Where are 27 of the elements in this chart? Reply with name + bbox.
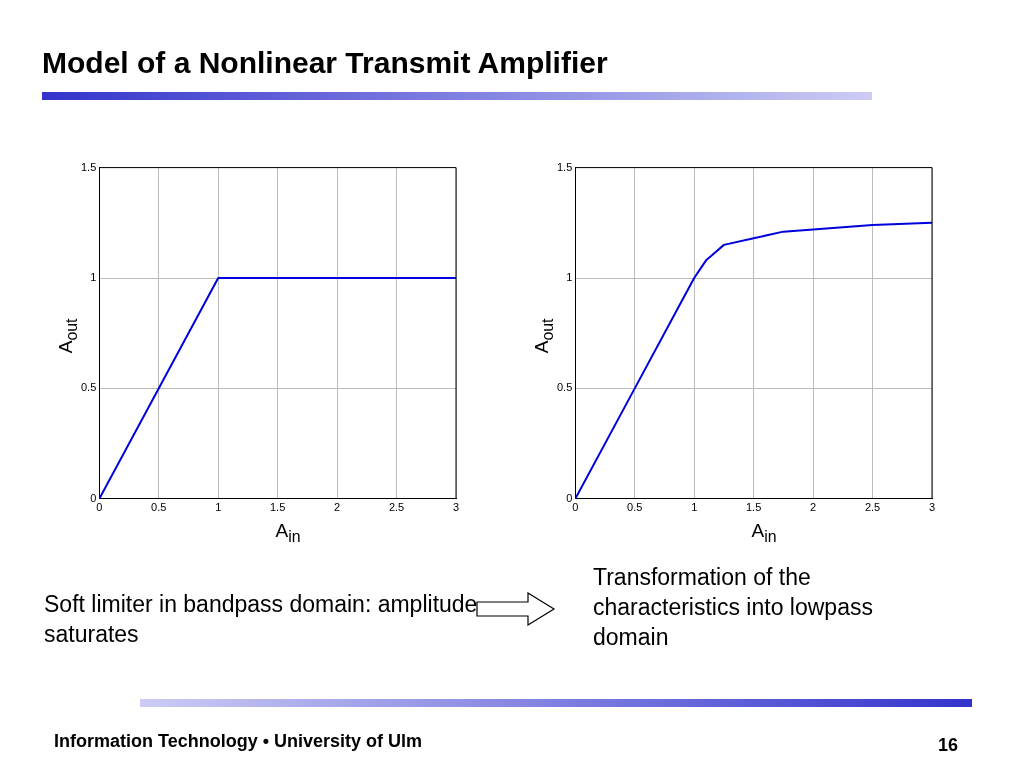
x-tick-label: 1 (215, 501, 222, 514)
text: Soft limiter in bandpass domain: amplitude saturates (44, 590, 479, 649)
text: Transformation of the characteristics into lowpass domain (593, 563, 874, 652)
y-tick-label: 0 (566, 491, 573, 504)
x-tick-label: 2.5 (388, 501, 405, 514)
y-tick-label: 0.5 (80, 381, 97, 394)
x-tick-label: 2.5 (864, 501, 881, 514)
y-tick-label: 1.5 (556, 160, 573, 173)
x-axis-title: A$_{in}$ (750, 520, 778, 546)
x-tick-label: 1.5 (746, 501, 762, 514)
chart-title: Model of a Nonlinear Transmit Amplifier (42, 46, 608, 80)
y-tick-label: 1.5 (80, 160, 97, 173)
x-axis-title: A$_{in}$ (274, 520, 302, 546)
x-tick-label: 0.5 (627, 501, 643, 514)
x-tick-label: 1.5 (270, 501, 286, 514)
x-tick-label: 0.5 (151, 501, 167, 514)
x-tick-label: 1 (691, 501, 698, 514)
x-tick-label: 3 (928, 501, 936, 514)
x-tick-label: 2 (810, 501, 817, 514)
y-tick-label: 1 (90, 271, 97, 284)
y-tick-label: 1 (566, 271, 573, 284)
y-tick-label: 0 (90, 491, 97, 504)
x-tick-label: 3 (452, 501, 460, 514)
x-tick-label: 2 (334, 501, 341, 514)
text: 16 (938, 734, 960, 757)
text: Information Technology • University of Ulm (54, 730, 423, 753)
y-tick-label: 0.5 (556, 381, 573, 394)
